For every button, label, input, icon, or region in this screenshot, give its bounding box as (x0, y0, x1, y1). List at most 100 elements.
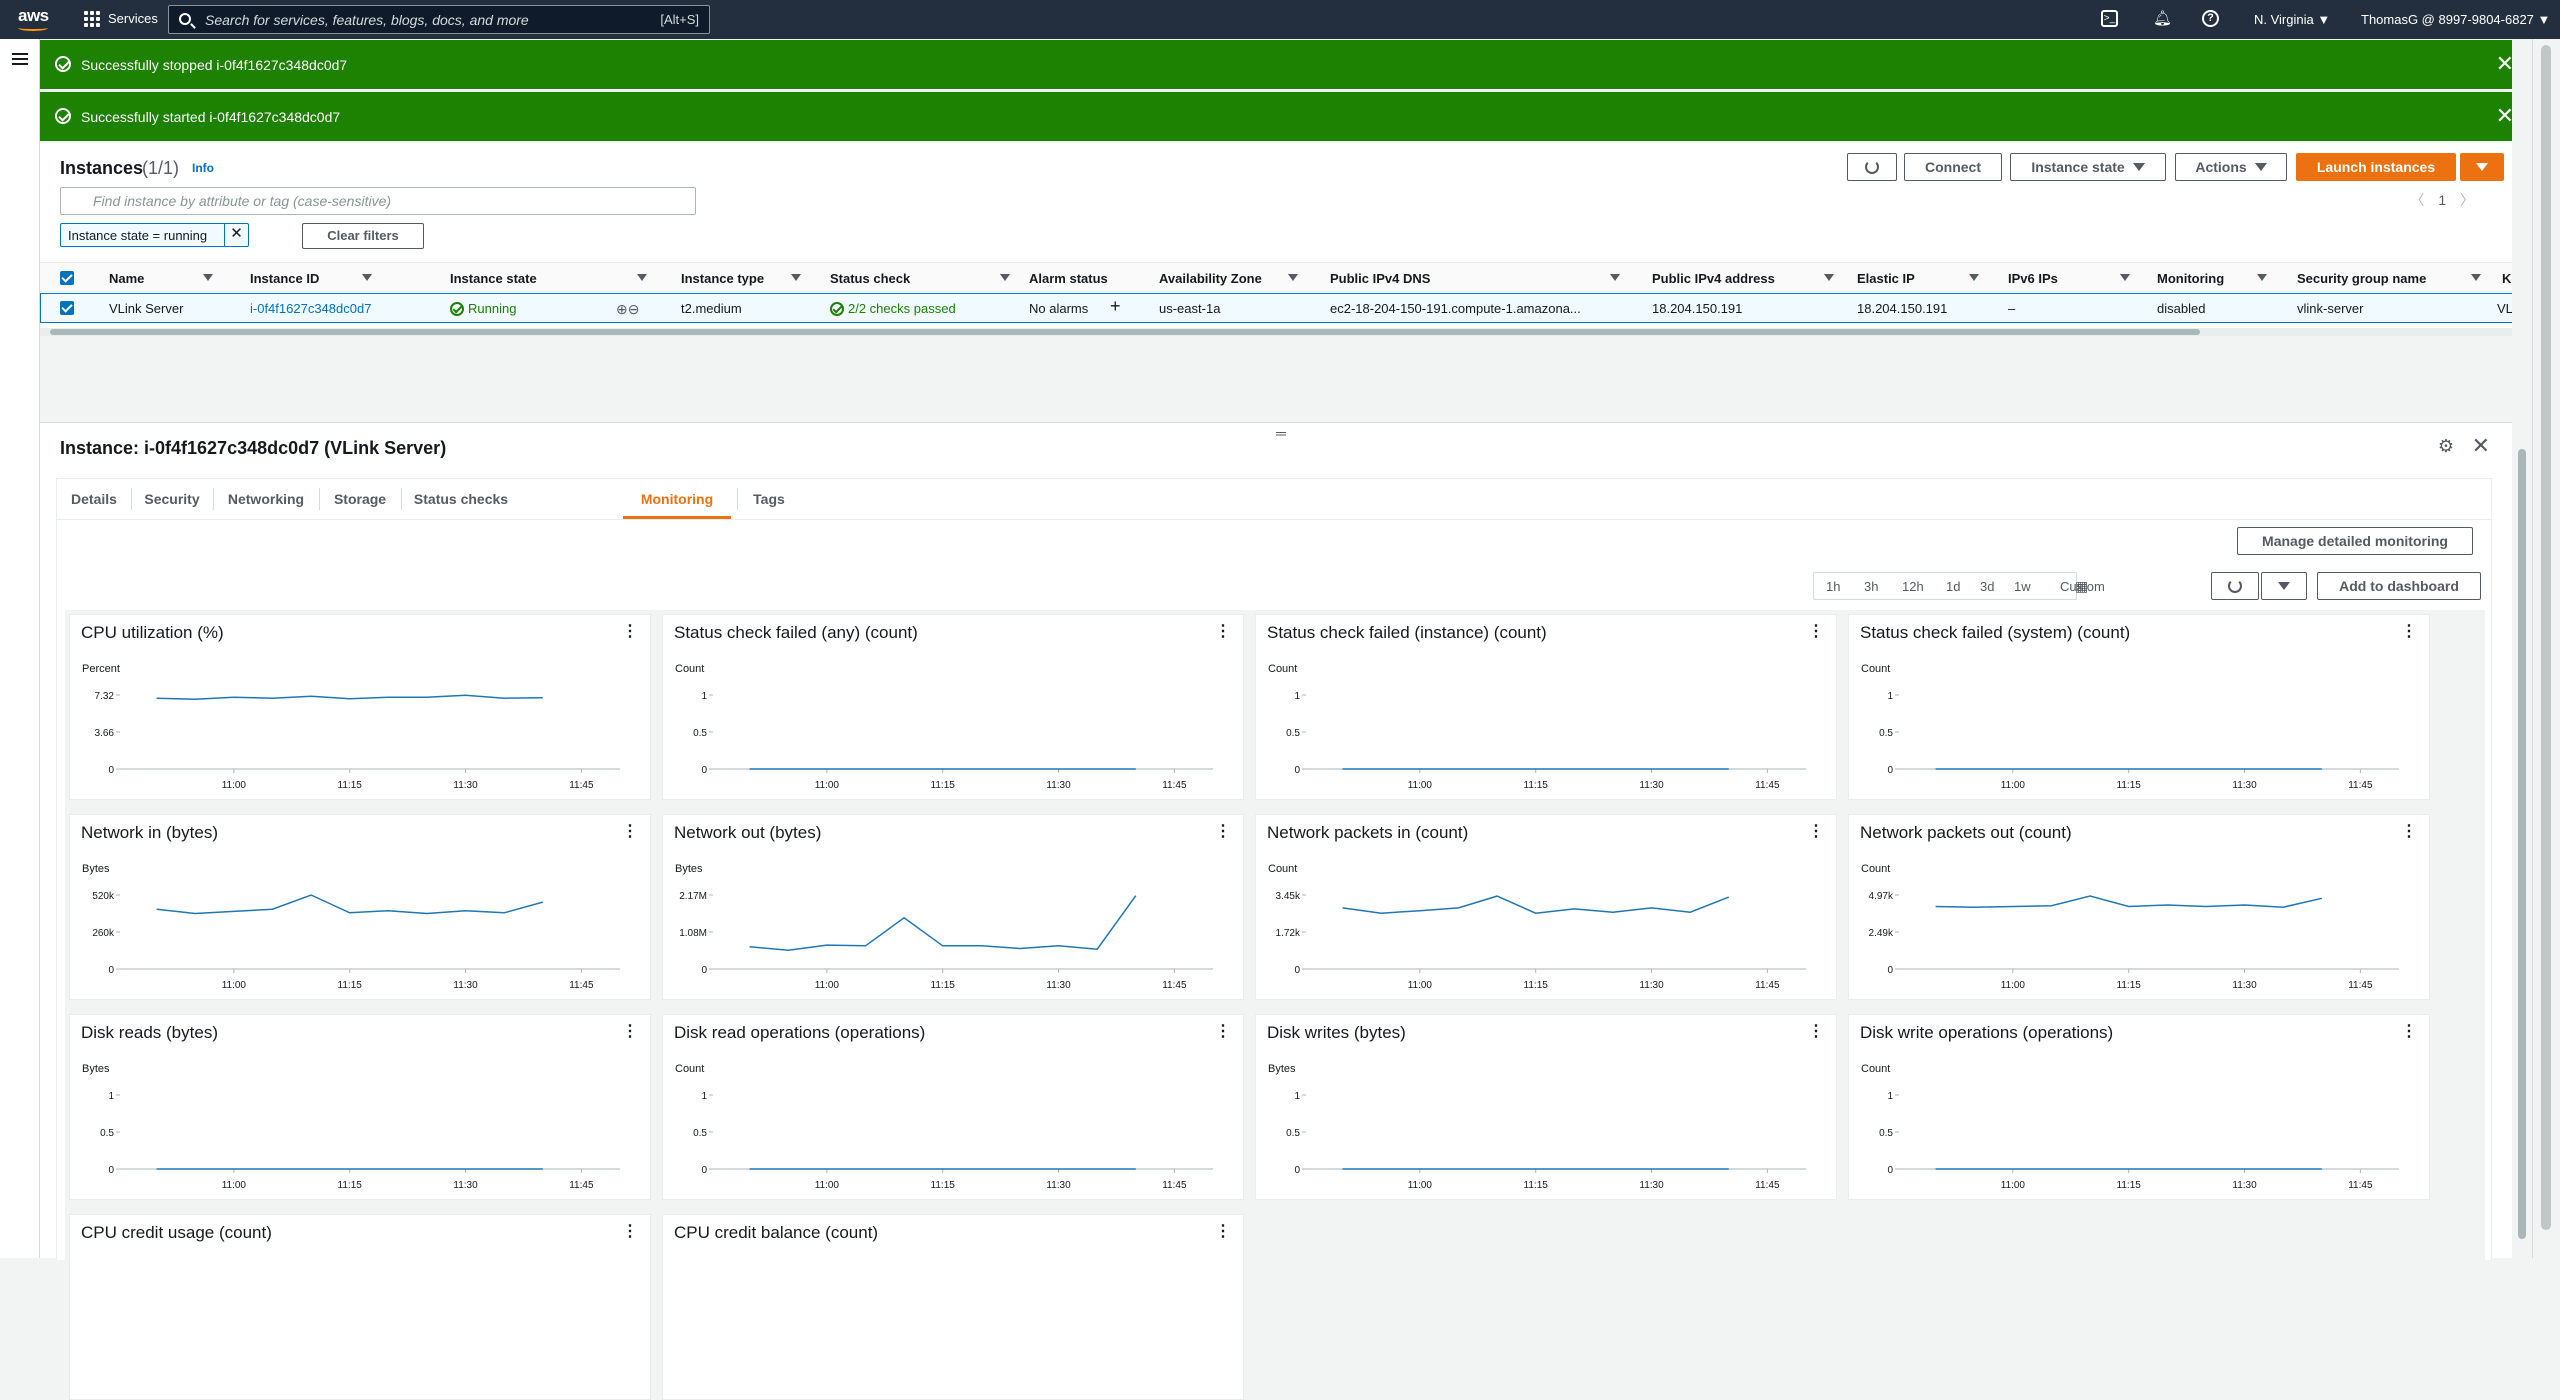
tab-details[interactable]: Details (71, 491, 117, 507)
y-tick-label: 0.5 (693, 728, 707, 739)
col-elastic-ip[interactable]: Elastic IP (1857, 271, 1979, 286)
table-row[interactable]: VLink Server i-0f4f1627c348dc0d7 Running… (40, 293, 2532, 323)
more-options-icon[interactable]: ⋮ (1808, 823, 1824, 840)
tab-tags[interactable]: Tags (753, 491, 785, 507)
more-options-icon[interactable]: ⋮ (1215, 1223, 1231, 1240)
more-options-icon[interactable]: ⋮ (622, 1023, 638, 1040)
calendar-icon[interactable]: ▦ (2075, 578, 2089, 594)
cell-ipv4: 18.204.150.191 (1652, 301, 1743, 316)
check-passed-icon (830, 302, 844, 316)
more-options-icon[interactable]: ⋮ (622, 623, 638, 640)
tab-storage[interactable]: Storage (333, 491, 387, 507)
select-all-checkbox[interactable] (60, 271, 74, 285)
range-3d[interactable]: 3d (1980, 579, 1995, 594)
page-number[interactable]: 1 (2438, 192, 2447, 208)
range-12h[interactable]: 12h (1902, 579, 1924, 594)
close-icon[interactable]: ✕ (2495, 103, 2514, 128)
col-name[interactable]: Name (109, 271, 213, 286)
close-icon[interactable]: ✕ (2471, 433, 2490, 458)
more-options-icon[interactable]: ⋮ (622, 1223, 638, 1240)
range-1w[interactable]: 1w (2014, 579, 2031, 594)
actions-button[interactable]: Actions (2175, 153, 2287, 181)
next-page-icon[interactable]: 〉 (2460, 192, 2474, 208)
col-security-group[interactable]: Security group name (2297, 271, 2481, 286)
x-tick-label: 11:30 (2232, 1180, 2257, 1191)
remove-filter-icon[interactable]: ✕ (224, 223, 248, 247)
cloudshell-icon[interactable]: >_ (2101, 10, 2118, 27)
resize-handle-icon[interactable]: ═ (1276, 425, 1286, 441)
x-tick-label: 11:15 (1524, 1180, 1549, 1191)
settings-gear-icon[interactable]: ⚙ (2437, 436, 2454, 456)
range-custom[interactable]: Custom (2060, 579, 2105, 594)
window-scrollbar[interactable] (2532, 39, 2560, 1258)
prev-page-icon[interactable]: 〈 (2410, 192, 2425, 208)
row-checkbox[interactable] (60, 301, 74, 315)
col-instance-state[interactable]: Instance state (450, 271, 647, 286)
more-options-icon[interactable]: ⋮ (1215, 623, 1231, 640)
notifications-icon[interactable]: 🔔︎ (2153, 10, 2173, 27)
refresh-button[interactable] (1847, 153, 1897, 181)
zoom-icons[interactable]: ⊕⊖ (616, 301, 640, 317)
region-selector[interactable]: N. Virginia ▼ (2254, 12, 2331, 27)
range-1h[interactable]: 1h (1826, 579, 1841, 594)
services-grid-icon[interactable] (84, 11, 100, 27)
y-tick-label: 0 (701, 965, 707, 976)
refresh-options-button[interactable] (2261, 572, 2307, 600)
launch-instances-button[interactable]: Launch instances (2296, 153, 2456, 181)
more-options-icon[interactable]: ⋮ (1808, 623, 1824, 640)
widget-title: CPU credit usage (count) (81, 1223, 272, 1242)
y-tick-label: 0 (701, 1165, 707, 1176)
aws-logo[interactable]: aws (18, 6, 49, 31)
col-status-check[interactable]: Status check (830, 271, 1010, 286)
more-options-icon[interactable]: ⋮ (1808, 1023, 1824, 1040)
col-public-ipv4[interactable]: Public IPv4 address (1652, 271, 1834, 286)
tab-status-checks[interactable]: Status checks (413, 491, 509, 507)
connect-button[interactable]: Connect (1904, 153, 2002, 181)
manage-detailed-monitoring-button[interactable]: Manage detailed monitoring (2237, 527, 2473, 555)
monitoring-content: Manage detailed monitoring 1h 3h 12h 1d … (57, 520, 2491, 1400)
detail-vertical-scrollbar[interactable] (2512, 39, 2532, 1258)
account-menu[interactable]: ThomasG @ 8997-9804-6827 ▼ (2361, 12, 2551, 27)
more-options-icon[interactable]: ⋮ (1215, 823, 1231, 840)
more-options-icon[interactable]: ⋮ (2401, 623, 2417, 640)
instance-id-link[interactable]: i-0f4f1627c348dc0d7 (250, 301, 372, 316)
services-menu[interactable]: Services (108, 11, 158, 26)
filter-token[interactable]: Instance state = running ✕ (60, 223, 249, 247)
add-to-dashboard-button[interactable]: Add to dashboard (2317, 572, 2481, 600)
tab-security[interactable]: Security (144, 491, 200, 507)
global-search[interactable]: [Alt+S] (168, 5, 710, 34)
y-axis-unit: Bytes (675, 863, 703, 875)
more-options-icon[interactable]: ⋮ (2401, 823, 2417, 840)
tab-monitoring[interactable]: Monitoring (623, 479, 731, 519)
info-link[interactable]: Info (192, 161, 214, 175)
instance-filter-input[interactable] (60, 187, 696, 215)
table-horizontal-scrollbar[interactable] (40, 328, 2532, 336)
help-icon[interactable]: ? (2202, 10, 2219, 27)
more-options-icon[interactable]: ⋮ (1215, 1023, 1231, 1040)
x-tick-label: 11:45 (1755, 980, 1780, 991)
col-instance-id[interactable]: Instance ID (250, 271, 372, 286)
col-monitoring[interactable]: Monitoring (2157, 271, 2267, 286)
range-3h[interactable]: 3h (1864, 579, 1879, 594)
clear-filters-button[interactable]: Clear filters (302, 223, 424, 249)
y-tick-label: 1 (108, 1091, 114, 1102)
more-options-icon[interactable]: ⋮ (2401, 1023, 2417, 1040)
range-1d[interactable]: 1d (1946, 579, 1961, 594)
menu-icon[interactable] (12, 53, 28, 65)
instance-state-button[interactable]: Instance state (2010, 153, 2166, 181)
tab-networking[interactable]: Networking (227, 491, 305, 507)
col-instance-type[interactable]: Instance type (681, 271, 801, 286)
add-alarm-icon[interactable]: + (1110, 296, 1121, 316)
series-line (156, 694, 543, 700)
y-tick-label: 520k (92, 891, 115, 902)
launch-dropdown-button[interactable] (2460, 153, 2504, 181)
col-public-dns[interactable]: Public IPv4 DNS (1330, 271, 1620, 286)
refresh-metrics-button[interactable] (2211, 572, 2259, 600)
more-options-icon[interactable]: ⋮ (622, 823, 638, 840)
col-ipv6[interactable]: IPv6 IPs (2008, 271, 2130, 286)
close-icon[interactable]: ✕ (2495, 51, 2514, 76)
col-alarm-status[interactable]: Alarm status (1029, 271, 1108, 286)
search-input[interactable] (205, 10, 625, 30)
y-tick-label: 0 (1887, 965, 1893, 976)
col-availability-zone[interactable]: Availability Zone (1159, 271, 1298, 286)
